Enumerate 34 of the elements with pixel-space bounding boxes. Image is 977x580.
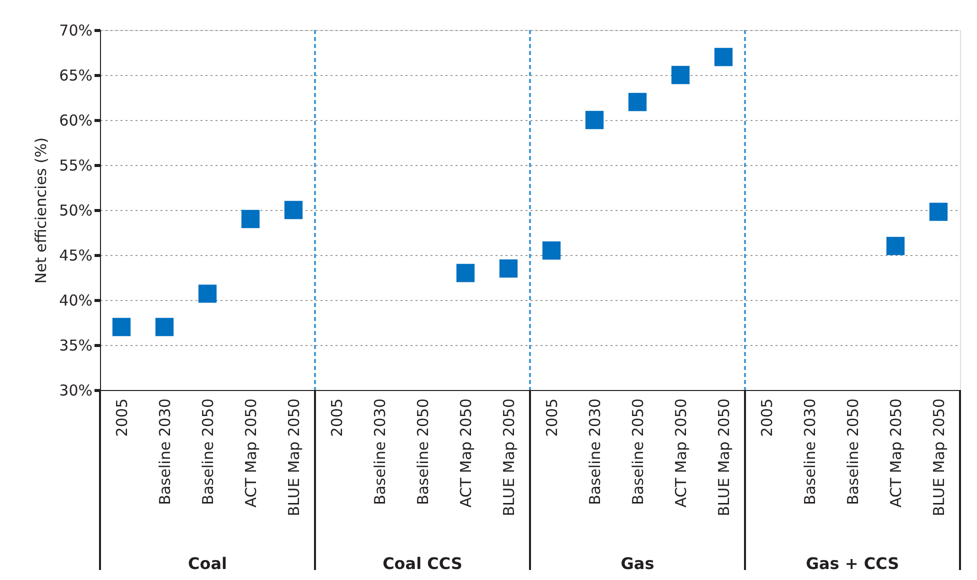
y-tick-label: 55%	[59, 156, 92, 174]
x-tick-label: 2005	[328, 398, 346, 437]
y-tick-label: 70%	[59, 22, 92, 40]
y-tick-label: 45%	[59, 246, 92, 264]
y-tick-label: 30%	[59, 382, 92, 400]
x-tick-label: BLUE Map 2050	[285, 398, 303, 516]
y-tick-label: 40%	[59, 292, 92, 310]
x-tick-label: Baseline 2030	[371, 398, 389, 506]
x-tick-label: Baseline 2050	[199, 398, 217, 506]
x-tick-label: Baseline 2050	[844, 398, 862, 506]
text: Gas + CCS	[806, 554, 900, 573]
x-tick-label: ACT Map 2050	[457, 398, 475, 508]
x-tick-label: 2005	[113, 398, 131, 437]
y-tick-label: 50%	[59, 202, 92, 220]
text: Gas	[620, 554, 654, 573]
x-tick-label: ACT Map 2050	[887, 398, 905, 508]
x-tick-label: Baseline 2050	[414, 398, 432, 506]
x-tick-label: BLUE Map 2050	[715, 398, 733, 516]
x-tick-label: BLUE Map 2050	[500, 398, 518, 516]
x-tick-label: BLUE Map 2050	[930, 398, 948, 516]
x-tick-label: Baseline 2030	[156, 398, 174, 506]
y-tick-label: 35%	[59, 336, 92, 354]
text: Coal CCS	[382, 554, 462, 573]
text: Coal	[188, 554, 228, 573]
x-tick-label: ACT Map 2050	[242, 398, 260, 508]
y-axis-title: Net efficiencies (%)	[32, 137, 50, 284]
y-tick-label: 65%	[59, 66, 92, 84]
x-tick-label: 2005	[758, 398, 776, 437]
x-tick-label: ACT Map 2050	[672, 398, 690, 508]
x-tick-label: Baseline 2030	[586, 398, 604, 506]
y-tick-label: 60%	[59, 112, 92, 130]
x-tick-label: Baseline 2030	[801, 398, 819, 506]
x-tick-label: 2005	[543, 398, 561, 437]
x-tick-label: Baseline 2050	[629, 398, 647, 506]
